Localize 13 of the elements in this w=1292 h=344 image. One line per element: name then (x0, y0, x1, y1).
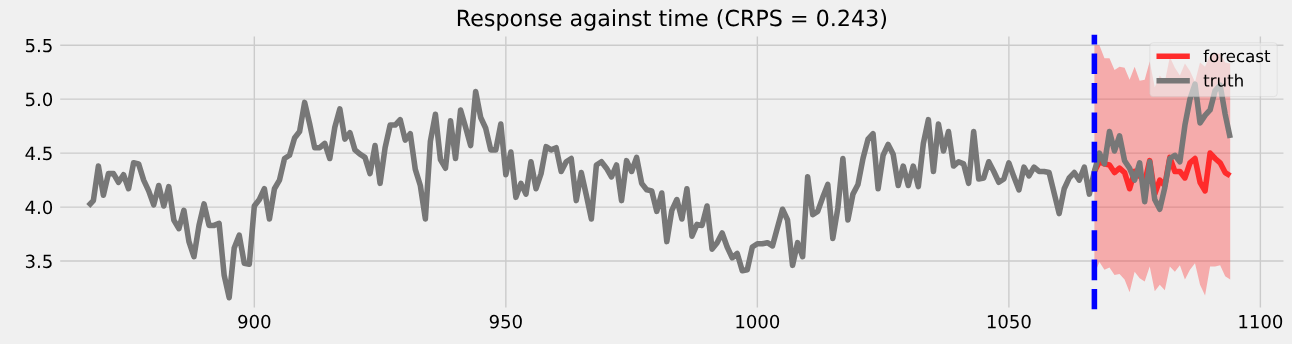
x-tick-label: 1050 (987, 314, 1031, 329)
x-tick-label: 950 (489, 314, 522, 329)
y-tick-label: 5.5 (25, 38, 52, 53)
y-tick-label: 4.0 (25, 200, 53, 215)
legend-label: forecast (1203, 49, 1271, 63)
y-tick-label: 3.5 (25, 254, 52, 269)
x-tick-label: 1100 (1239, 314, 1283, 329)
x-tick-label: 1000 (736, 314, 780, 329)
x-tick-label: 900 (238, 314, 271, 329)
y-tick-label: 4.5 (25, 146, 52, 161)
chart-title: Response against time (CRPS = 0.243) (457, 9, 887, 31)
y-tick-label: 5.0 (25, 92, 53, 107)
legend-label: truth (1203, 73, 1243, 87)
